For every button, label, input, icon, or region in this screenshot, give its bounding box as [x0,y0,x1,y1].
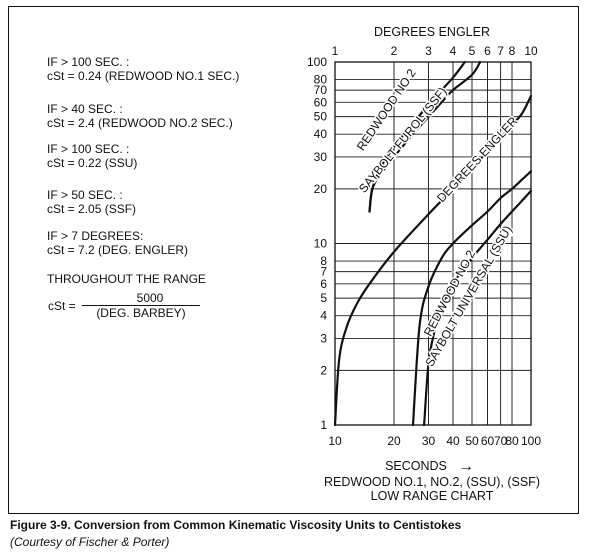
y-tick-label: 2 [320,363,327,377]
y-tick-label: 5 [320,291,327,305]
y-tick-label: 7 [320,265,327,279]
x-axis-arrow: → [458,458,474,475]
series-curves [333,60,533,427]
x-tick-label: 100 [521,434,541,448]
x-tick-label: 30 [422,434,436,448]
rule-condition: IF > 100 SEC. : [47,55,130,69]
y-tick-label: 80 [314,73,328,87]
y-tick-label: 10 [314,237,328,251]
rule-formula: cSt = 7.2 (DEG. ENGLER) [47,243,189,257]
rule-condition: IF > 100 SEC. : [47,142,130,156]
figure-credit: (Courtesy of Fischer & Porter) [10,535,170,549]
top-tick-label: 6 [484,44,491,58]
y-tick-label: 8 [320,254,327,268]
curve-series-4 [368,60,466,213]
figure-caption: Figure 3-9. Conversion from Common Kinem… [10,518,462,532]
rule-condition: IF > 7 DEGREES: [47,229,144,243]
y-tick-label: 20 [314,182,328,196]
top-tick-label: 3 [425,44,432,58]
top-tick-label: 10 [524,44,538,58]
top-tick-label: 8 [509,44,516,58]
rule-formula: cSt = 2.05 (SSF) [47,202,137,216]
top-axis-ticks: 1 2 3 4 5 6 7 8 10 [332,44,538,58]
plot-border [334,61,532,426]
y-tick-label: 70 [314,83,328,97]
rule-formula: cSt = 0.22 (SSU) [47,156,138,170]
figure-frame [8,6,579,514]
y-tick-label: 60 [314,95,328,109]
y-tick-label: 3 [320,331,327,345]
top-tick-label: 5 [469,44,476,58]
y-tick-label: 1 [320,418,327,432]
fraction-bar [82,305,200,306]
barbey-lhs: cSt = [48,299,76,313]
x-tick-label: 60 [481,434,495,448]
barbey-denominator: (DEG. BARBEY) [96,306,186,320]
rule-formula: cSt = 0.24 (REDWOOD NO.1 SEC.) [47,69,240,83]
x-tick-label: 40 [446,434,460,448]
grid [334,61,532,426]
y-tick-label: 40 [314,127,328,141]
y-tick-label: 50 [314,110,328,124]
rule-condition: IF > 40 SEC. : [47,102,123,116]
top-tick-label: 1 [332,44,339,58]
y-tick-label: 4 [320,309,327,323]
x-axis-subtitle-2: LOW RANGE CHART [371,489,494,503]
top-tick-label: 4 [450,44,457,58]
x-tick-label: 70 [494,434,508,448]
throughout-label: THROUGHOUT THE RANGE [47,272,206,286]
curve-series-1 [423,189,533,427]
y-tick-label: 100 [307,55,327,69]
x-tick-label: 50 [465,434,479,448]
x-tick-label: 80 [505,434,519,448]
x-tick-label: 10 [328,434,342,448]
x-tick-label: 20 [387,434,401,448]
top-tick-label: 7 [497,44,504,58]
x-axis-title: SECONDS [385,459,447,473]
top-axis-title: DEGREES ENGLER [374,25,490,39]
curve-series-2 [333,94,533,427]
curve-series-0 [411,170,533,427]
x-axis-subtitle-1: REDWOOD NO.1, NO.2, (SSU), (SSF) [324,475,540,489]
rule-condition: IF > 50 SEC. : [47,188,123,202]
y-tick-label: 30 [314,150,328,164]
rule-formula: cSt = 2.4 (REDWOOD NO.2 SEC.) [47,116,233,130]
barbey-numerator: 5000 [136,291,164,305]
top-tick-label: 2 [391,44,398,58]
y-tick-label: 6 [320,277,327,291]
